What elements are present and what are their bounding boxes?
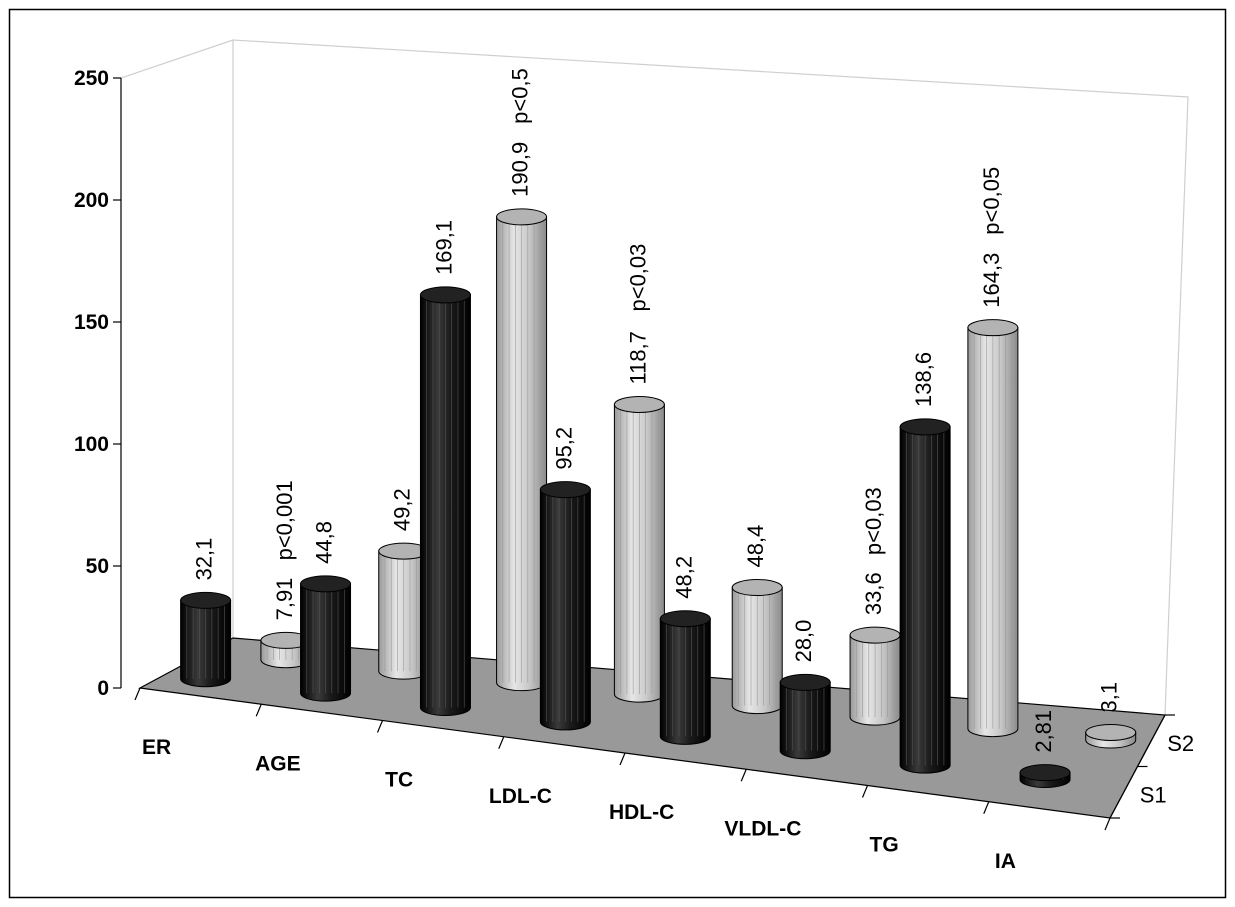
significance-label: p<0,05: [979, 167, 1004, 235]
x-tick: [619, 752, 626, 766]
bar-top: [967, 319, 1019, 337]
data-label: 7,91: [272, 578, 297, 621]
bar-s2-vldl-c: 33,6 p<0,03: [849, 487, 901, 726]
x-tick-label: LDL-C: [489, 785, 552, 808]
x-tick-label: IA: [995, 850, 1016, 873]
bar-top: [1019, 764, 1071, 782]
bar-s1-hdl-c: 48,2: [659, 556, 711, 745]
series-label: S2: [1167, 731, 1194, 756]
bar-top: [300, 575, 352, 593]
x-tick-label: ER: [142, 736, 171, 759]
significance-label: p<0,03: [625, 244, 650, 312]
bar-top: [496, 208, 548, 226]
x-tick: [983, 801, 990, 814]
x-tick-label: HDL-C: [609, 801, 674, 824]
y-tick-label: 150: [74, 311, 109, 334]
bar-s2-hdl-c: 48,4: [731, 525, 783, 715]
data-label: 118,7: [625, 331, 650, 384]
x-tick: [376, 720, 384, 733]
bar-s2-ldl-c: 118,7 p<0,03: [613, 244, 665, 703]
data-label: 48,4: [743, 525, 768, 568]
y-tick-label: 100: [74, 433, 109, 456]
bar-top: [659, 610, 711, 628]
bar-s2-age: 49,2: [378, 488, 430, 680]
bar-top: [180, 591, 232, 609]
y-tick-label: 250: [74, 67, 109, 90]
data-label: 2,81: [1031, 710, 1056, 753]
data-label: 164,3: [979, 253, 1004, 308]
data-label: 138,6: [911, 352, 936, 407]
data-label: 48,2: [671, 556, 696, 599]
x-tick: [1104, 817, 1111, 831]
y-tick-label: 50: [86, 555, 109, 578]
bar-s1-tg: 138,6: [899, 352, 951, 774]
y-tick-label: 0: [97, 677, 109, 700]
bar-s2-ia: 3,1: [1085, 682, 1137, 749]
data-label: 49,2: [390, 488, 415, 531]
bar-s1-tc: 169,1: [419, 220, 471, 717]
data-label: 28,0: [791, 620, 816, 663]
x-tick: [498, 736, 505, 749]
significance-label: p<0,03: [861, 487, 886, 555]
data-label: 95,2: [551, 427, 576, 470]
data-label: 44,8: [312, 521, 337, 564]
bar-top: [779, 673, 831, 691]
bar-top: [731, 579, 783, 597]
y-tick-label: 200: [74, 189, 109, 212]
back-wall: [232, 39, 1189, 716]
data-label: 169,1: [431, 220, 456, 275]
bar-top: [1085, 723, 1137, 741]
data-label: 32,1: [192, 538, 217, 581]
x-tick-label: TG: [870, 834, 899, 857]
significance-label: p<0,001: [272, 480, 297, 560]
bar-s2-tc: 190,9 p<0,5: [496, 68, 548, 692]
data-label: 3,1: [1097, 682, 1122, 713]
bar-top: [419, 286, 471, 304]
series-label: S1: [1140, 782, 1167, 807]
bar-top: [899, 418, 951, 436]
data-label: 33,6: [861, 572, 886, 615]
bar-s1-age: 44,8: [300, 521, 352, 702]
side-wall-edge: [120, 39, 234, 79]
bar-s1-vldl-c: 28,0: [779, 620, 831, 760]
bar-s1-er: 32,1: [180, 538, 232, 688]
x-tick-label: VLDL-C: [724, 817, 801, 840]
x-tick: [740, 769, 747, 782]
x-tick-label: AGE: [255, 752, 301, 775]
x-tick: [255, 704, 262, 717]
bar-s2-er: 7,91 p<0,001: [260, 480, 312, 669]
bar-s2-tg: 164,3 p<0,05: [967, 167, 1019, 738]
bar-top: [539, 481, 591, 499]
x-tick: [134, 687, 141, 701]
bar-s1-ia: 2,81: [1019, 710, 1071, 788]
bar-top: [849, 626, 901, 644]
x-tick: [861, 785, 869, 798]
significance-label: p<0,5: [508, 68, 533, 124]
bar-top: [613, 396, 665, 414]
x-tick-label: TC: [385, 769, 413, 792]
bar-s1-ldl-c: 95,2: [539, 427, 591, 731]
data-label: 190,9: [508, 142, 533, 197]
